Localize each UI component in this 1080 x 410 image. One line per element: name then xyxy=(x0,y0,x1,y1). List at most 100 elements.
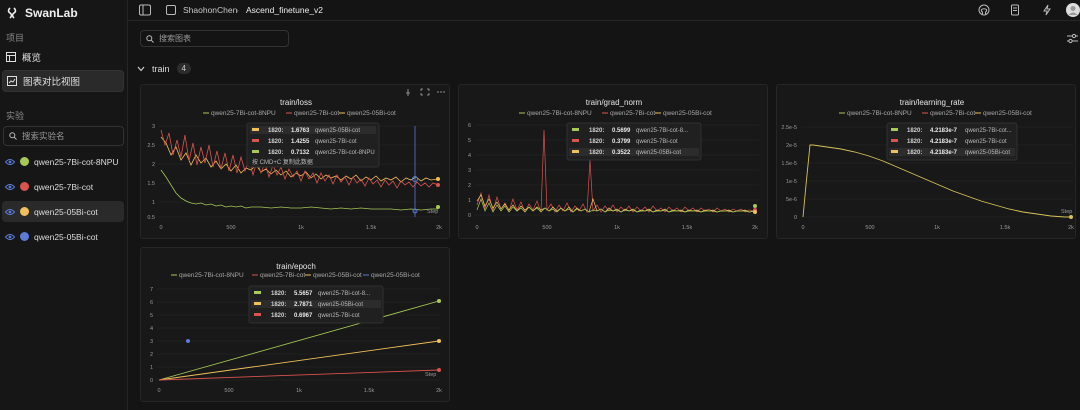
experiment-item[interactable]: qwen25-05Bi-cot xyxy=(2,201,124,222)
breadcrumb-user[interactable]: ShaohonChen xyxy=(183,5,238,15)
svg-text:500: 500 xyxy=(226,225,235,231)
epoch-chart: train/epoch qwen25-7Bi-cot-8NPU qwen25-7… xyxy=(150,262,442,394)
experiment-search-input[interactable] xyxy=(22,131,122,141)
sidebar-toggle-icon[interactable] xyxy=(139,4,151,16)
nav-overview-label: 概览 xyxy=(22,53,42,64)
chart-panel-learning-rate[interactable]: train/learning_rate qwen25-7Bi-cot-8NPU … xyxy=(776,84,1076,239)
svg-text:qwen25-05Bi-cot: qwen25-05Bi-cot xyxy=(636,150,681,156)
eye-icon[interactable] xyxy=(5,233,15,241)
svg-text:1.6763: 1.6763 xyxy=(291,128,310,134)
svg-text:qwen25-7Bi-cot-8NPU: qwen25-7Bi-cot-8NPU xyxy=(211,110,276,117)
svg-text:0: 0 xyxy=(475,225,478,231)
chart-panel-loss[interactable]: train/loss qwen25-7Bi-cot-8NPU qwen25-7B… xyxy=(140,84,450,239)
series-end-dot xyxy=(753,210,757,214)
chart-tooltip: 1820: 0.5699 qwen25-7Bi-cot-8... 1820: 0.37… xyxy=(566,122,702,161)
svg-text:qwen25-7Bi-cot-8NPU: qwen25-7Bi-cot-8NPU xyxy=(179,272,244,279)
eye-icon[interactable] xyxy=(5,208,15,216)
svg-text:1k: 1k xyxy=(614,225,620,231)
nav-chart-compare-label: 图表对比视图 xyxy=(23,77,81,88)
nav-overview[interactable]: 概览 xyxy=(2,46,124,68)
loss-chart: train/loss qwen25-7Bi-cot-8NPU qwen25-7B… xyxy=(147,88,445,231)
svg-text:1: 1 xyxy=(468,198,471,204)
experiment-item[interactable]: qwen25-7Bi-cot-8NPU xyxy=(2,151,124,172)
pin-icon[interactable] xyxy=(406,89,410,96)
hover-point xyxy=(412,208,418,214)
svg-text:1: 1 xyxy=(152,200,155,206)
more-icon[interactable] xyxy=(437,91,445,93)
experiment-name: qwen25-7Bi-cot xyxy=(34,181,94,192)
chart-legend: qwen25-7Bi-cot-8NPU qwen25-7Bi-cot qwen2… xyxy=(171,272,420,279)
x-axis-ticks: 0 500 1k 1.5k 2k xyxy=(157,388,442,394)
svg-text:6: 6 xyxy=(150,300,153,306)
svg-text:2.5e-5: 2.5e-5 xyxy=(781,125,797,131)
svg-text:2k: 2k xyxy=(752,225,758,231)
svg-text:500: 500 xyxy=(224,388,233,394)
experiment-item[interactable]: qwen25-05Bi-cot xyxy=(2,226,124,247)
svg-text:4: 4 xyxy=(468,153,471,159)
svg-text:1820:: 1820: xyxy=(907,150,922,156)
github-icon[interactable] xyxy=(978,4,990,16)
breadcrumb-separator: › xyxy=(236,5,239,15)
svg-text:2k: 2k xyxy=(436,225,442,231)
breadcrumb-project[interactable]: Ascend_finetune_v2 xyxy=(246,5,324,15)
svg-text:2k: 2k xyxy=(436,388,442,394)
svg-text:qwen25-7Bi-cot: qwen25-7Bi-cot xyxy=(930,110,975,117)
svg-text:qwen25-05Bi-cot: qwen25-05Bi-cot xyxy=(965,150,1010,156)
series-line-npu xyxy=(158,300,440,381)
svg-text:1820:: 1820: xyxy=(271,291,286,297)
svg-text:1820:: 1820: xyxy=(268,139,283,145)
experiment-item[interactable]: qwen25-7Bi-cot xyxy=(2,176,124,197)
svg-text:2.7871: 2.7871 xyxy=(294,302,313,308)
series-line-05b xyxy=(476,194,756,213)
settings-sliders-icon[interactable] xyxy=(1067,33,1078,44)
svg-text:0.5: 0.5 xyxy=(147,215,155,221)
svg-text:qwen25-7Bi-cot: qwen25-7Bi-cot xyxy=(294,110,339,117)
lightning-icon[interactable] xyxy=(1041,4,1053,16)
learning-rate-chart: train/learning_rate qwen25-7Bi-cot-8NPU … xyxy=(781,98,1074,231)
svg-text:0: 0 xyxy=(801,225,804,231)
nav-chart-compare[interactable]: 图表对比视图 xyxy=(2,70,124,92)
eye-icon[interactable] xyxy=(5,158,15,166)
eye-icon[interactable] xyxy=(5,183,15,191)
chart-search[interactable] xyxy=(140,30,289,47)
svg-text:4.2183e-7: 4.2183e-7 xyxy=(930,150,958,156)
svg-text:1.5e-5: 1.5e-5 xyxy=(781,161,797,167)
copy-hint: 按 CMD+C 复制此数据 xyxy=(252,158,313,166)
chart-title: train/epoch xyxy=(276,262,316,271)
app-name: SwanLab xyxy=(25,6,78,20)
chart-legend: qwen25-7Bi-cot-8NPU qwen25-7Bi-cot qwen2… xyxy=(203,110,396,117)
svg-text:1.5k: 1.5k xyxy=(364,388,375,394)
series-line-05b xyxy=(158,340,440,381)
svg-text:qwen25-7Bi-cot: qwen25-7Bi-cot xyxy=(610,110,655,117)
svg-text:0: 0 xyxy=(157,388,160,394)
swanlab-logo-icon xyxy=(7,7,17,19)
experiment-search[interactable] xyxy=(3,126,124,146)
svg-text:qwen25-7Bi-cot: qwen25-7Bi-cot xyxy=(636,139,678,145)
svg-text:4.2183e-7: 4.2183e-7 xyxy=(930,128,958,134)
series-line-lr xyxy=(802,144,1071,218)
experiment-color-dot xyxy=(20,157,29,166)
home-icon[interactable] xyxy=(165,4,177,16)
app-logo[interactable]: SwanLab xyxy=(6,4,78,22)
svg-text:2k: 2k xyxy=(1068,225,1074,231)
svg-text:3: 3 xyxy=(468,168,471,174)
svg-text:0.5699: 0.5699 xyxy=(612,128,631,134)
svg-text:qwen25-05Bi-cot: qwen25-05Bi-cot xyxy=(315,128,360,134)
docs-icon[interactable] xyxy=(1009,4,1021,16)
chart-panel-grad-norm[interactable]: train/grad_norm qwen25-7Bi-cot-8NPU qwen… xyxy=(458,84,768,239)
group-header-train[interactable]: train 4 xyxy=(137,63,191,74)
chart-search-input[interactable] xyxy=(159,34,279,43)
search-icon xyxy=(146,34,154,43)
series-end-dot xyxy=(436,183,440,187)
svg-text:500: 500 xyxy=(542,225,551,231)
series-end-dot xyxy=(437,368,441,372)
svg-text:qwen25-7Bi-cot-8NPU: qwen25-7Bi-cot-8NPU xyxy=(847,110,912,117)
chart-panel-epoch[interactable]: train/epoch qwen25-7Bi-cot-8NPU qwen25-7… xyxy=(140,247,450,402)
experiment-name: qwen25-7Bi-cot-8NPU xyxy=(34,156,119,167)
fullscreen-icon[interactable] xyxy=(420,88,430,96)
svg-text:2: 2 xyxy=(152,162,155,168)
svg-text:1820:: 1820: xyxy=(589,150,604,156)
y-axis-ticks: 3 2.5 2 1.5 1 0.5 xyxy=(147,124,155,221)
svg-text:0.6967: 0.6967 xyxy=(294,313,313,319)
avatar[interactable] xyxy=(1066,3,1080,17)
